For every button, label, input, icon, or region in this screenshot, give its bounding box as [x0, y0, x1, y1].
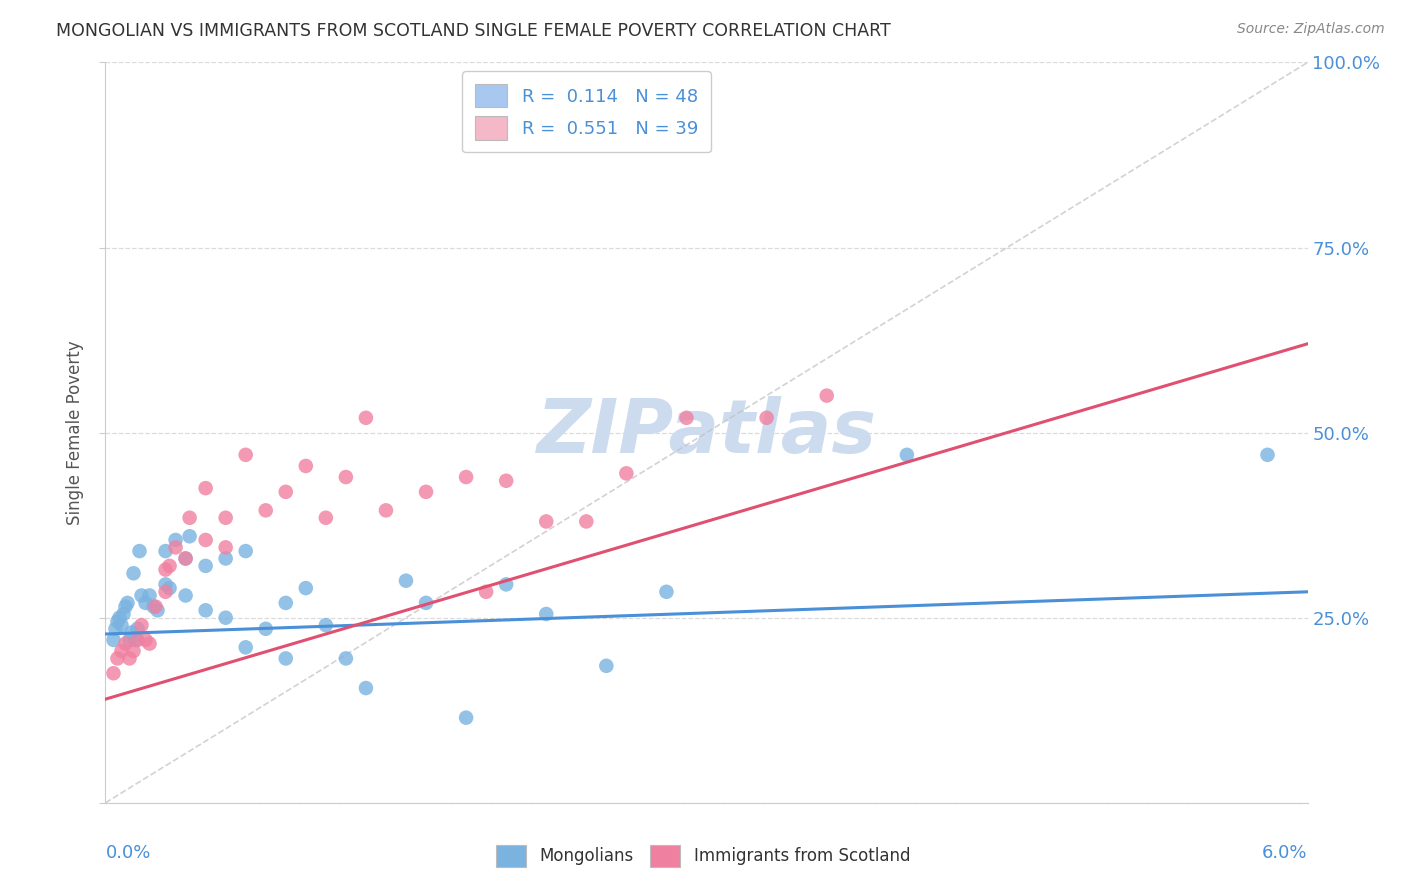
Point — [815, 389, 838, 403]
Point — [174, 589, 197, 603]
Point — [145, 599, 167, 614]
Point — [415, 596, 437, 610]
Point — [274, 596, 297, 610]
Point — [295, 458, 318, 473]
Point — [179, 510, 201, 524]
Point — [104, 622, 127, 636]
Point — [121, 625, 143, 640]
Point — [127, 622, 149, 636]
Text: 0.0%: 0.0% — [105, 844, 150, 862]
Point — [107, 615, 129, 629]
Point — [118, 651, 141, 665]
Point — [354, 410, 377, 425]
Point — [675, 410, 697, 425]
Legend: Mongolians, Immigrants from Scotland: Mongolians, Immigrants from Scotland — [486, 835, 920, 877]
Point — [179, 529, 201, 543]
Point — [534, 607, 557, 621]
Point — [595, 658, 617, 673]
Point — [159, 581, 181, 595]
Point — [395, 574, 418, 588]
Point — [1257, 448, 1279, 462]
Point — [534, 515, 557, 529]
Text: MONGOLIAN VS IMMIGRANTS FROM SCOTLAND SINGLE FEMALE POVERTY CORRELATION CHART: MONGOLIAN VS IMMIGRANTS FROM SCOTLAND SI… — [56, 22, 891, 40]
Point — [755, 410, 778, 425]
Point — [274, 484, 297, 499]
Point — [146, 603, 169, 617]
Point — [335, 651, 357, 665]
Point — [110, 618, 132, 632]
Point — [274, 651, 297, 665]
Point — [128, 544, 150, 558]
Point — [415, 484, 437, 499]
Text: Source: ZipAtlas.com: Source: ZipAtlas.com — [1237, 22, 1385, 37]
Point — [165, 541, 187, 555]
Point — [214, 611, 236, 625]
Point — [118, 632, 141, 647]
Point — [124, 632, 146, 647]
Point — [194, 558, 217, 573]
Point — [131, 589, 153, 603]
Point — [295, 581, 318, 595]
Point — [108, 611, 131, 625]
Point — [495, 474, 517, 488]
Point — [214, 541, 236, 555]
Point — [103, 666, 125, 681]
Point — [194, 603, 217, 617]
Point — [374, 503, 398, 517]
Point — [174, 551, 197, 566]
Point — [155, 577, 177, 591]
Point — [117, 596, 139, 610]
Point — [112, 607, 135, 621]
Point — [896, 448, 918, 462]
Text: 6.0%: 6.0% — [1263, 844, 1308, 862]
Point — [155, 584, 177, 599]
Point — [354, 681, 377, 695]
Point — [155, 544, 177, 558]
Point — [194, 533, 217, 547]
Point — [475, 584, 498, 599]
Point — [155, 563, 177, 577]
Point — [103, 632, 125, 647]
Point — [254, 503, 277, 517]
Point — [135, 596, 157, 610]
Point — [107, 651, 129, 665]
Point — [235, 544, 257, 558]
Point — [235, 640, 257, 655]
Point — [114, 599, 136, 614]
Y-axis label: Single Female Poverty: Single Female Poverty — [66, 341, 84, 524]
Point — [454, 711, 477, 725]
Point — [114, 637, 136, 651]
Point — [254, 622, 277, 636]
Point — [616, 467, 638, 481]
Point — [110, 644, 132, 658]
Point — [194, 481, 217, 495]
Point — [138, 589, 160, 603]
Point — [214, 551, 236, 566]
Legend: R =  0.114   N = 48, R =  0.551   N = 39: R = 0.114 N = 48, R = 0.551 N = 39 — [463, 71, 710, 153]
Point — [122, 644, 145, 658]
Point — [655, 584, 678, 599]
Point — [122, 566, 145, 581]
Point — [127, 632, 149, 647]
Point — [575, 515, 598, 529]
Point — [142, 599, 165, 614]
Point — [159, 558, 181, 573]
Point — [165, 533, 187, 547]
Text: ZIPatlas: ZIPatlas — [537, 396, 876, 469]
Point — [454, 470, 477, 484]
Point — [335, 470, 357, 484]
Point — [315, 510, 337, 524]
Point — [235, 448, 257, 462]
Point — [214, 510, 236, 524]
Point — [131, 618, 153, 632]
Point — [495, 577, 517, 591]
Point — [135, 632, 157, 647]
Point — [174, 551, 197, 566]
Point — [315, 618, 337, 632]
Point — [138, 637, 160, 651]
